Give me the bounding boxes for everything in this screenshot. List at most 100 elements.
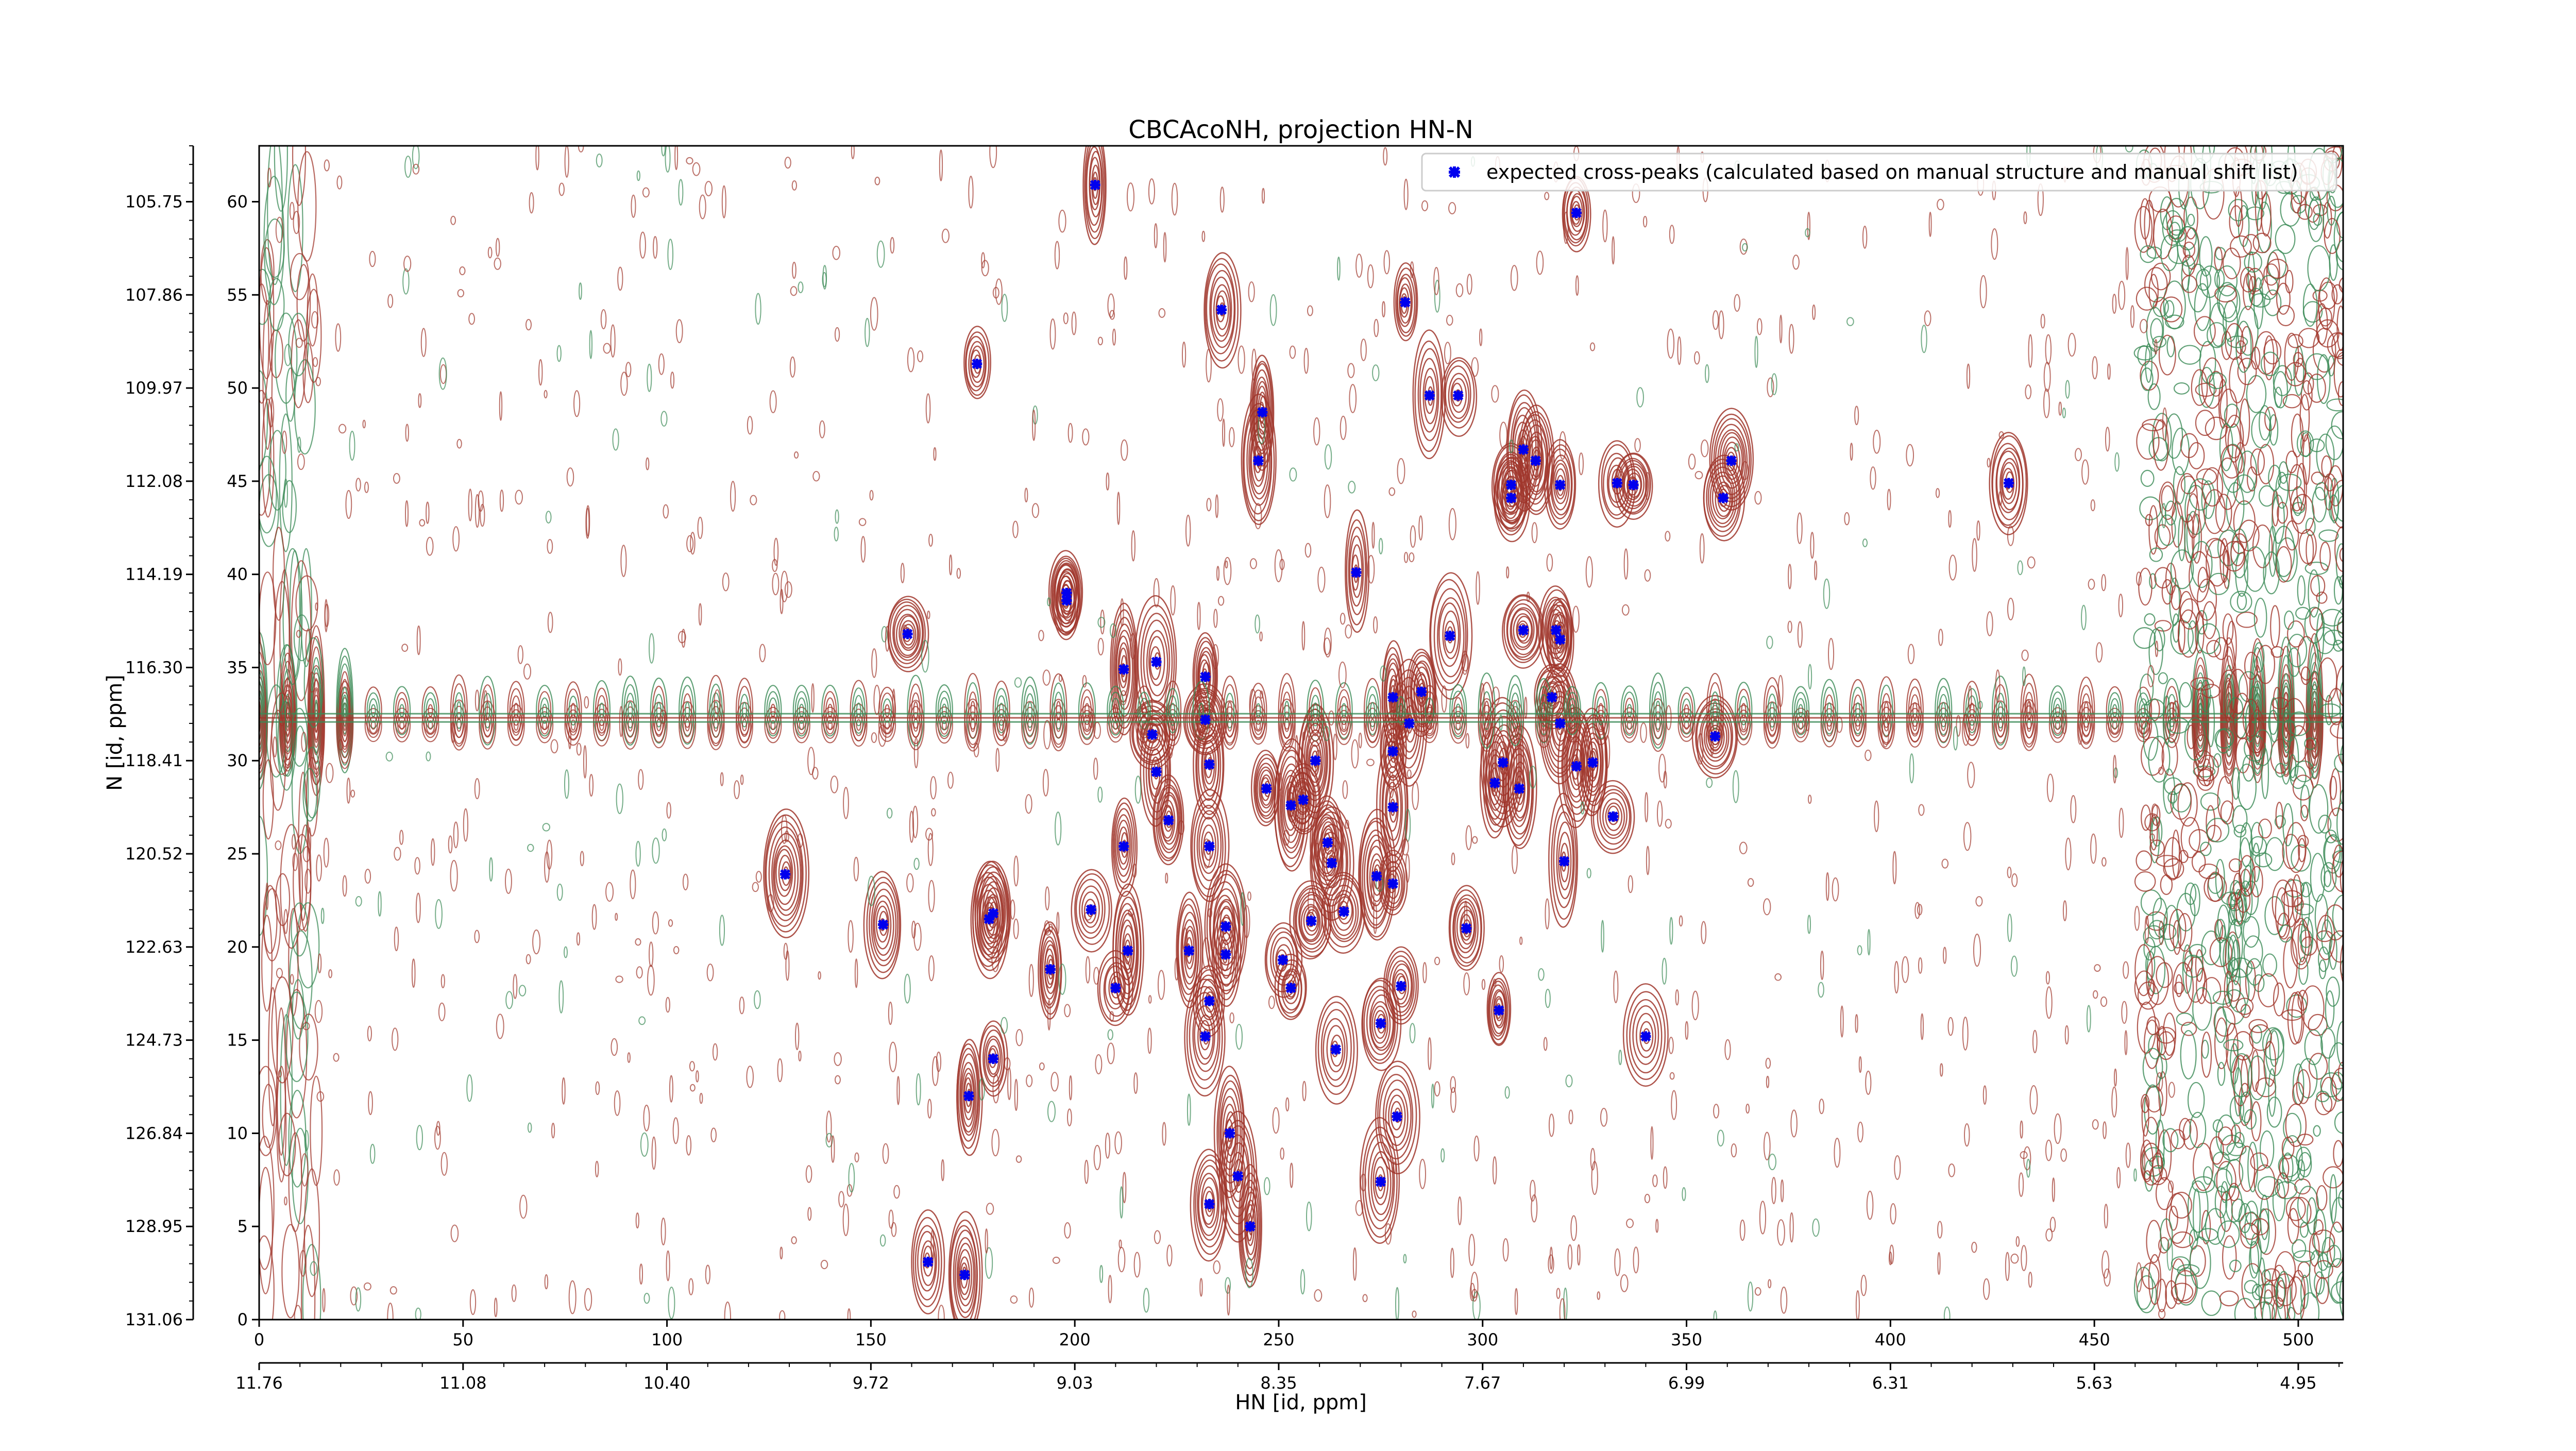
noise-contour (1317, 566, 1326, 593)
noise-contour (1227, 1284, 1230, 1316)
noise-contour (1025, 794, 1032, 814)
noise-contour (2260, 1280, 2277, 1320)
noise-contour (2158, 672, 2168, 684)
noise-contour (1240, 892, 1245, 926)
noise-contour (1614, 1248, 1621, 1276)
peak-contour (1377, 1065, 1417, 1165)
noise-contour (781, 570, 788, 602)
peak-contour (1385, 1088, 1409, 1146)
noise-contour (282, 548, 303, 685)
noise-contour (1492, 686, 1500, 705)
peak-contour (1307, 734, 1324, 787)
noise-contour (1110, 623, 1117, 638)
expected-cross-peak (1204, 841, 1215, 852)
noise-contour (2253, 642, 2265, 673)
peak-contour (1313, 817, 1349, 907)
legend: expected cross-peaks (calculated based o… (1421, 153, 2337, 192)
noise-contour (310, 1261, 318, 1276)
noise-contour (542, 823, 550, 832)
noise-contour (1701, 921, 1707, 944)
ridge-contour (1569, 704, 1575, 717)
noise-contour (2113, 754, 2117, 784)
peak-contour (1437, 597, 1465, 678)
noise-contour (2324, 870, 2332, 887)
ridge-contour (566, 709, 580, 741)
noise-contour (2161, 485, 2174, 512)
noise-contour (2052, 1177, 2055, 1203)
noise-contour (2028, 1271, 2032, 1288)
noise-contour (262, 759, 274, 840)
noise-contour (1260, 690, 1263, 699)
noise-contour (2187, 724, 2196, 749)
peak-contour (1194, 1005, 1215, 1065)
noise-contour (2133, 1267, 2154, 1310)
ridge-contour (792, 706, 810, 744)
noise-contour (2216, 457, 2239, 510)
noise-contour (2229, 1095, 2245, 1124)
noise-contour (2310, 853, 2326, 902)
noise-contour (2165, 1280, 2178, 1309)
ridge-contour (1139, 698, 1149, 723)
ridge-contour (2194, 672, 2207, 749)
noise-contour (1012, 520, 1019, 538)
ridge-contour (1221, 676, 1239, 746)
noise-contour (401, 644, 409, 652)
peak-contour (1551, 804, 1577, 920)
peak-contour (1626, 991, 1666, 1081)
noise-contour (1014, 1078, 1019, 1111)
noise-contour (1604, 735, 1611, 769)
noise-contour (1499, 421, 1508, 449)
ridge-contour (339, 697, 351, 753)
peak-contour (775, 849, 793, 897)
peak-contour (1448, 373, 1470, 419)
noise-contour (295, 338, 303, 348)
peak-contour (1371, 1005, 1388, 1044)
expected-cross-peak (1045, 964, 1056, 975)
ridge-contour (1822, 708, 1836, 742)
noise-contour (362, 419, 366, 429)
noise-contour (1846, 317, 1854, 326)
ridge-contour (511, 714, 521, 736)
noise-contour (615, 975, 623, 983)
noise-contour (835, 1075, 841, 1085)
noise-contour (1646, 846, 1650, 875)
noise-contour (1238, 345, 1245, 374)
peak-contour (887, 598, 926, 669)
ridge-contour (1569, 720, 1575, 730)
noise-contour (404, 156, 412, 178)
expected-cross-peak (1461, 923, 1472, 934)
noise-contour (2166, 1238, 2173, 1271)
noise-contour (1982, 1085, 1987, 1105)
ridge-contour (364, 686, 382, 735)
noise-contour (2329, 1221, 2343, 1268)
noise-contour (1677, 336, 1682, 365)
noise-contour (1410, 261, 1414, 278)
ridge-contour (825, 715, 835, 735)
noise-contour (2086, 1005, 2091, 1033)
peak-contour (1210, 276, 1232, 342)
noise-contour (478, 490, 484, 512)
noise-contour (1358, 732, 1362, 749)
noise-contour (2236, 593, 2247, 611)
noise-contour (466, 1074, 473, 1102)
expected-cross-peak (1306, 916, 1317, 926)
noise-contour (1032, 409, 1036, 441)
noise-contour (913, 857, 920, 870)
noise-contour (1465, 825, 1472, 850)
noise-contour (986, 1203, 994, 1215)
noise-contour (300, 548, 312, 667)
peak-contour (912, 1217, 942, 1307)
noise-contour (603, 343, 611, 354)
ridge-contour (796, 715, 806, 735)
ridge-contour (259, 670, 264, 751)
noise-contour (535, 146, 539, 171)
noise-contour (630, 869, 636, 900)
noise-contour (784, 830, 789, 842)
noise-contour (1434, 1081, 1440, 1097)
noise-contour (1308, 888, 1315, 916)
noise-contour (2228, 1183, 2240, 1202)
ridge-contour (339, 671, 351, 750)
expected-cross-peak (1183, 946, 1194, 956)
